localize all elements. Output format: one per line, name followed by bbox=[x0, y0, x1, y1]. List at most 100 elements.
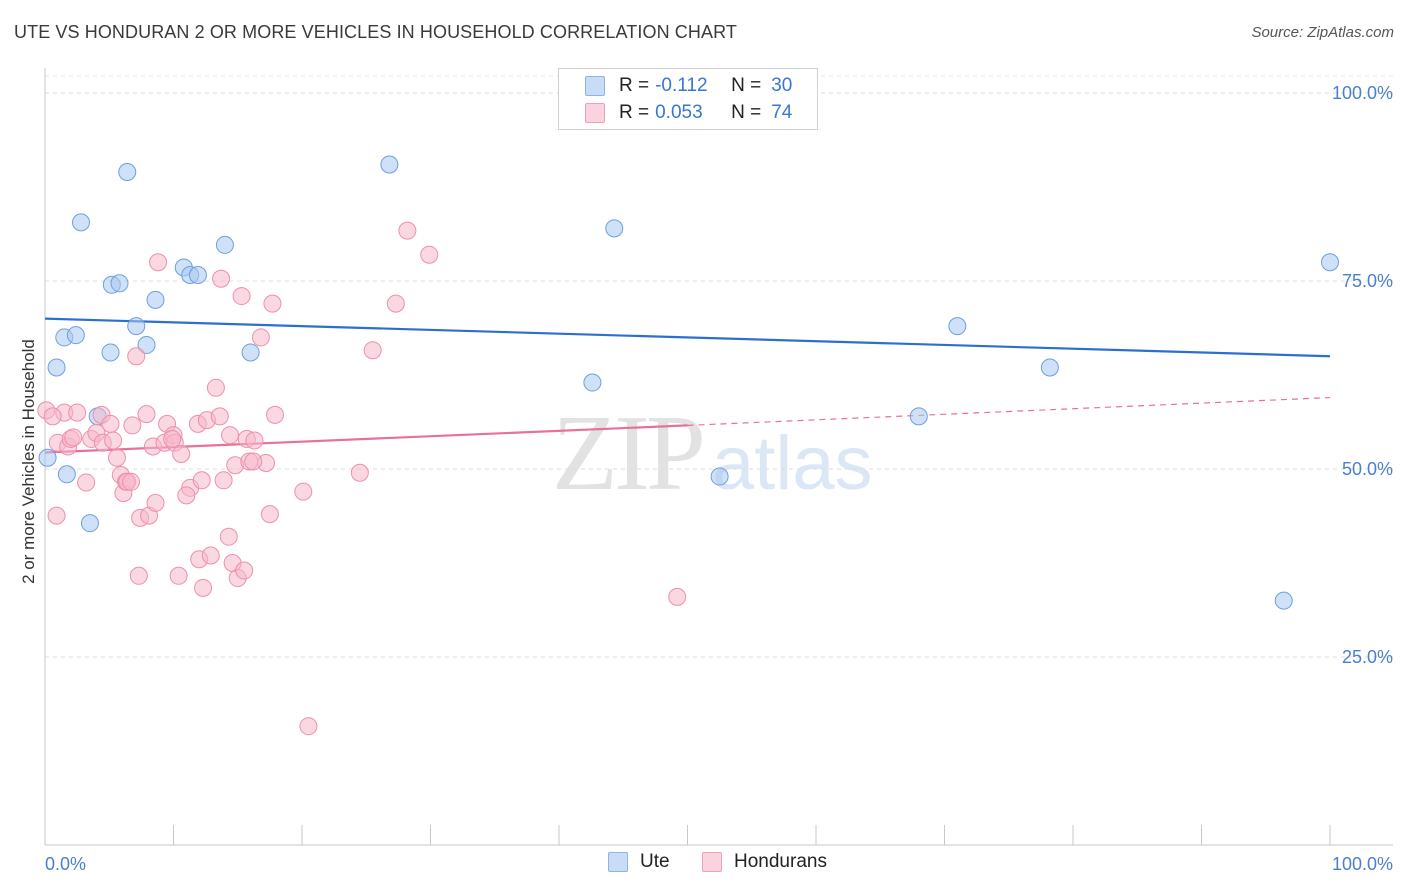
legend-n-value-ute: 30 bbox=[771, 75, 793, 96]
x-tick-label-max: 100.0% bbox=[1332, 854, 1393, 874]
chart-title: UTE VS HONDURAN 2 OR MORE VEHICLES IN HO… bbox=[14, 22, 737, 42]
trend-line-extension-hondurans bbox=[687, 396, 1331, 427]
point-ute bbox=[215, 235, 234, 254]
legend-row-hondurans: R = 0.053 N = 74 bbox=[585, 100, 793, 126]
point-hondurans bbox=[212, 269, 231, 288]
point-hondurans bbox=[221, 426, 240, 445]
point-hondurans bbox=[169, 566, 188, 585]
trend-line-hondurans bbox=[44, 424, 688, 454]
point-hondurans bbox=[363, 341, 382, 360]
point-hondurans bbox=[64, 428, 83, 447]
point-hondurans bbox=[77, 473, 96, 492]
point-hondurans bbox=[149, 253, 168, 272]
point-hondurans bbox=[177, 486, 196, 505]
point-hondurans bbox=[201, 546, 220, 565]
point-hondurans bbox=[101, 414, 120, 433]
bottom-legend-label-ute: Ute bbox=[640, 851, 670, 872]
legend-swatch-ute bbox=[585, 76, 605, 96]
point-hondurans bbox=[251, 328, 270, 347]
watermark-zip: ZIP bbox=[552, 394, 706, 513]
point-hondurans bbox=[146, 493, 165, 512]
point-ute bbox=[710, 467, 729, 486]
point-ute bbox=[909, 407, 928, 426]
point-ute bbox=[71, 213, 90, 232]
point-hondurans bbox=[219, 527, 238, 546]
y-axis-label: 2 or more Vehicles in Household bbox=[19, 339, 38, 584]
legend-n-label: N = bbox=[731, 75, 762, 96]
point-ute bbox=[47, 358, 66, 377]
bottom-legend-swatch-ute bbox=[608, 852, 628, 872]
point-ute bbox=[66, 326, 85, 345]
point-ute bbox=[101, 343, 120, 362]
point-hondurans bbox=[104, 431, 123, 450]
point-ute bbox=[380, 155, 399, 174]
point-ute bbox=[57, 465, 76, 484]
legend-r-value-hondurans: 0.053 bbox=[655, 102, 703, 123]
legend-row-ute: R = -0.112 N = 30 bbox=[585, 73, 793, 99]
point-hondurans bbox=[163, 429, 182, 448]
bottom-legend-swatch-hondurans bbox=[702, 852, 722, 872]
point-ute bbox=[188, 266, 207, 285]
bottom-legend-ute: Ute bbox=[608, 851, 670, 873]
point-hondurans bbox=[245, 431, 264, 450]
y-tick-label: 25.0% bbox=[1342, 647, 1393, 667]
data-points bbox=[37, 76, 1339, 736]
point-ute bbox=[1321, 253, 1339, 272]
point-ute bbox=[127, 317, 146, 336]
y-tick-label: 50.0% bbox=[1342, 459, 1393, 479]
tick-labels: 25.0% 50.0% 75.0% 100.0% 0.0% 100.0% 2 or more… bbox=[19, 83, 1393, 874]
point-hondurans bbox=[214, 471, 233, 490]
point-hondurans bbox=[107, 448, 126, 467]
point-hondurans bbox=[263, 294, 282, 313]
point-hondurans bbox=[266, 405, 285, 424]
point-ute bbox=[80, 514, 99, 533]
bottom-legend-hondurans: Hondurans bbox=[702, 851, 827, 873]
point-ute bbox=[1274, 591, 1293, 610]
chart-source: Source: ZipAtlas.com bbox=[1251, 24, 1394, 41]
point-ute bbox=[605, 219, 624, 238]
legend-r-label: R = bbox=[619, 102, 650, 123]
point-ute bbox=[241, 343, 260, 362]
point-hondurans bbox=[137, 405, 156, 424]
y-tick-label: 75.0% bbox=[1342, 271, 1393, 291]
point-hondurans bbox=[68, 403, 87, 422]
point-hondurans bbox=[206, 378, 225, 397]
point-hondurans bbox=[129, 566, 148, 585]
legend: R = -0.112 N = 30 R = 0.053 N = 74 bbox=[558, 68, 818, 130]
legend-r-label: R = bbox=[619, 75, 650, 96]
point-hondurans bbox=[194, 578, 213, 597]
point-hondurans bbox=[299, 717, 318, 736]
point-hondurans bbox=[192, 471, 211, 490]
point-hondurans bbox=[350, 463, 369, 482]
point-hondurans bbox=[123, 416, 142, 435]
point-hondurans bbox=[668, 587, 687, 606]
point-hondurans bbox=[420, 245, 439, 264]
point-hondurans bbox=[47, 506, 66, 525]
point-hondurans bbox=[232, 287, 251, 306]
point-hondurans bbox=[235, 561, 254, 580]
point-hondurans bbox=[43, 407, 62, 426]
point-ute bbox=[948, 317, 967, 336]
point-hondurans bbox=[244, 452, 263, 471]
point-ute bbox=[137, 335, 156, 354]
y-tick-label: 100.0% bbox=[1332, 83, 1393, 103]
point-ute bbox=[1040, 358, 1059, 377]
point-hondurans bbox=[210, 407, 229, 426]
point-hondurans bbox=[122, 472, 141, 491]
point-ute bbox=[118, 162, 137, 181]
x-tick-label-min: 0.0% bbox=[45, 854, 86, 874]
legend-swatch-hondurans bbox=[585, 103, 605, 123]
point-ute bbox=[110, 274, 129, 293]
point-ute bbox=[38, 448, 57, 467]
point-hondurans bbox=[398, 221, 417, 240]
point-ute bbox=[583, 373, 602, 392]
legend-n-value-hondurans: 74 bbox=[771, 102, 793, 123]
point-hondurans bbox=[294, 482, 313, 501]
legend-n-label: N = bbox=[731, 102, 762, 123]
watermark-atlas: atlas bbox=[712, 421, 873, 506]
point-hondurans bbox=[386, 294, 405, 313]
point-ute bbox=[146, 290, 165, 309]
point-hondurans bbox=[172, 444, 191, 463]
bottom-legend-label-hondurans: Hondurans bbox=[734, 851, 827, 872]
